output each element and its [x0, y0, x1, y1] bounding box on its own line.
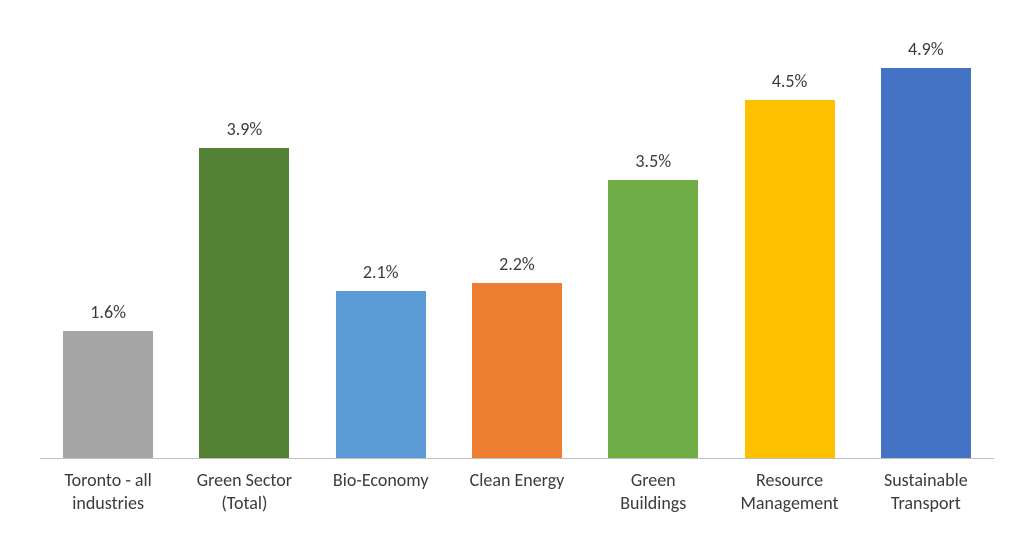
x-axis-category-label: Green Sector(Total) — [197, 469, 292, 514]
x-label-slot: GreenBuildings — [585, 459, 721, 539]
plot-area: 1.6% 3.9% 2.1% 2.2% 3.5% 4.5% 4.9% — [40, 20, 994, 459]
bar-slot: 3.5% — [585, 20, 721, 459]
bars-container: 1.6% 3.9% 2.1% 2.2% 3.5% 4.5% 4.9% — [40, 20, 994, 459]
x-axis-category-label: ResourceManagement — [741, 469, 839, 514]
x-label-slot: SustainableTransport — [858, 459, 994, 539]
x-axis-category-label: Bio-Economy — [333, 469, 429, 492]
x-axis-category-label: GreenBuildings — [620, 469, 686, 514]
x-axis-category-label: Toronto - allindustries — [64, 469, 151, 514]
bar-rect — [472, 283, 562, 459]
x-axis-labels: Toronto - allindustries Green Sector(Tota… — [40, 459, 994, 539]
x-axis-category-label: SustainableTransport — [884, 469, 968, 514]
bar-rect — [63, 331, 153, 459]
bar-chart: 1.6% 3.9% 2.1% 2.2% 3.5% 4.5% 4.9% Toronto - a… — [0, 0, 1024, 539]
bar-value-label: 1.6% — [90, 301, 126, 323]
bar-rect — [881, 68, 971, 459]
bar-value-label: 2.2% — [499, 253, 535, 275]
bar-value-label: 4.9% — [908, 38, 944, 60]
x-label-slot: Green Sector(Total) — [176, 459, 312, 539]
x-label-slot: Toronto - allindustries — [40, 459, 176, 539]
x-label-slot: Bio-Economy — [313, 459, 449, 539]
bar-slot: 4.9% — [858, 20, 994, 459]
bar-value-label: 2.1% — [363, 261, 399, 283]
bar-slot: 2.1% — [313, 20, 449, 459]
bar-rect — [199, 148, 289, 459]
bar-slot: 1.6% — [40, 20, 176, 459]
bar-value-label: 3.5% — [635, 150, 671, 172]
x-label-slot: ResourceManagement — [721, 459, 857, 539]
bar-rect — [745, 100, 835, 459]
bar-rect — [608, 180, 698, 459]
bar-value-label: 3.9% — [227, 118, 263, 140]
bar-value-label: 4.5% — [772, 70, 808, 92]
x-label-slot: Clean Energy — [449, 459, 585, 539]
bar-slot: 4.5% — [721, 20, 857, 459]
bar-slot: 3.9% — [176, 20, 312, 459]
bar-rect — [336, 291, 426, 459]
bar-slot: 2.2% — [449, 20, 585, 459]
x-axis-category-label: Clean Energy — [470, 469, 565, 492]
